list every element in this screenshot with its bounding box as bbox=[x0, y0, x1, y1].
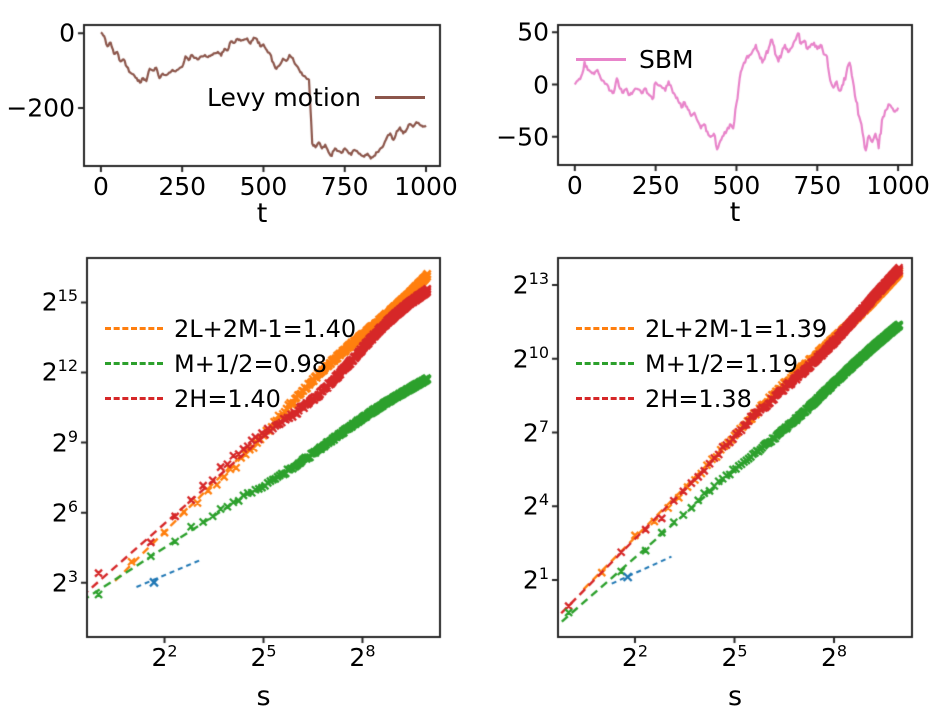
x-tick-label: 1000 bbox=[394, 172, 458, 201]
x-tick-label: 22 bbox=[621, 641, 649, 672]
legend-levy-label: Levy motion bbox=[207, 83, 361, 112]
y-tick-label: 210 bbox=[512, 342, 549, 374]
y-tick-label: 24 bbox=[522, 490, 549, 521]
y-tick-label: 27 bbox=[522, 416, 549, 447]
x-axis-label: s bbox=[727, 681, 743, 712]
legend-row: M+1/2=0.98 bbox=[105, 346, 356, 381]
x-tick-label: 1000 bbox=[866, 171, 930, 200]
x-tick-label: 750 bbox=[320, 172, 369, 201]
x-tick-label: 22 bbox=[151, 641, 178, 672]
legend-row: 2H=1.40 bbox=[105, 381, 356, 416]
legend-levy-motion: Levy motion bbox=[207, 83, 425, 112]
x-axis-label: t bbox=[256, 198, 268, 229]
legend-row: 2L+2M-1=1.39 bbox=[576, 311, 827, 346]
y-tick-label: 26 bbox=[51, 496, 78, 528]
legend-scaling-left: 2L+2M-1=1.40 M+1/2=0.98 2H=1.40 bbox=[105, 311, 356, 416]
y-tick-label: 212 bbox=[41, 356, 78, 387]
legend-entry-label: 2H=1.40 bbox=[174, 384, 281, 413]
y-tick-label: 21 bbox=[522, 564, 549, 595]
x-tick-label: 28 bbox=[820, 641, 848, 672]
legend-row: 2L+2M-1=1.40 bbox=[105, 311, 356, 346]
legend-entry-label: 2L+2M-1=1.40 bbox=[174, 314, 357, 343]
y-tick-label: −50 bbox=[496, 122, 549, 152]
y-tick-label: 50 bbox=[517, 17, 549, 47]
x-tick-label: 750 bbox=[793, 171, 842, 200]
legend-scaling-right: 2L+2M-1=1.39 M+1/2=1.19 2H=1.38 bbox=[576, 311, 827, 416]
levy-line-sample bbox=[374, 96, 425, 99]
legend-sbm-label: SBM bbox=[639, 45, 694, 74]
y-tick-label: 213 bbox=[512, 269, 549, 300]
dashed-line-sample-green bbox=[576, 362, 634, 365]
x-tick-label: 0 bbox=[566, 171, 583, 200]
x-axis-label: s bbox=[256, 681, 271, 712]
y-tick-label: 0 bbox=[533, 70, 549, 100]
legend-entry-label: M+1/2=0.98 bbox=[174, 349, 327, 378]
dashed-line-sample-orange bbox=[105, 327, 163, 330]
y-tick-label: 0 bbox=[59, 18, 75, 48]
x-tick-label: 25 bbox=[721, 641, 748, 672]
y-tick-label: 215 bbox=[41, 286, 78, 317]
legend-entry-label: 2H=1.38 bbox=[645, 384, 752, 413]
dashed-line-sample-red bbox=[576, 397, 634, 400]
x-tick-label: 500 bbox=[712, 171, 761, 200]
x-tick-label: 0 bbox=[92, 172, 109, 201]
x-tick-label: 250 bbox=[631, 171, 680, 200]
dashed-line-sample-green bbox=[105, 362, 163, 365]
x-axis-label: t bbox=[729, 197, 741, 228]
dashed-line-sample-red bbox=[105, 397, 163, 400]
dashed-line-sample-orange bbox=[576, 327, 634, 330]
legend-entry-label: M+1/2=1.19 bbox=[645, 349, 798, 378]
x-tick-label: 250 bbox=[158, 172, 207, 201]
legend-row: 2H=1.38 bbox=[576, 381, 827, 416]
x-tick-label: 25 bbox=[250, 641, 277, 672]
x-tick-label: 500 bbox=[239, 172, 288, 201]
x-tick-label: 28 bbox=[349, 641, 376, 672]
y-tick-label: 29 bbox=[51, 426, 78, 458]
y-tick-label: −200 bbox=[6, 93, 75, 123]
legend-entry-label: 2L+2M-1=1.39 bbox=[645, 314, 828, 343]
legend-sbm: SBM bbox=[576, 45, 694, 74]
y-tick-label: 23 bbox=[51, 566, 78, 598]
sbm-line-sample bbox=[576, 58, 626, 61]
legend-row: M+1/2=1.19 bbox=[576, 346, 827, 381]
